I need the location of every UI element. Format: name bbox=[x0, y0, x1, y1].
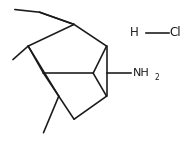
Text: H: H bbox=[130, 26, 139, 39]
Text: Cl: Cl bbox=[169, 26, 181, 39]
Text: 2: 2 bbox=[154, 73, 159, 82]
Text: NH: NH bbox=[132, 68, 149, 78]
